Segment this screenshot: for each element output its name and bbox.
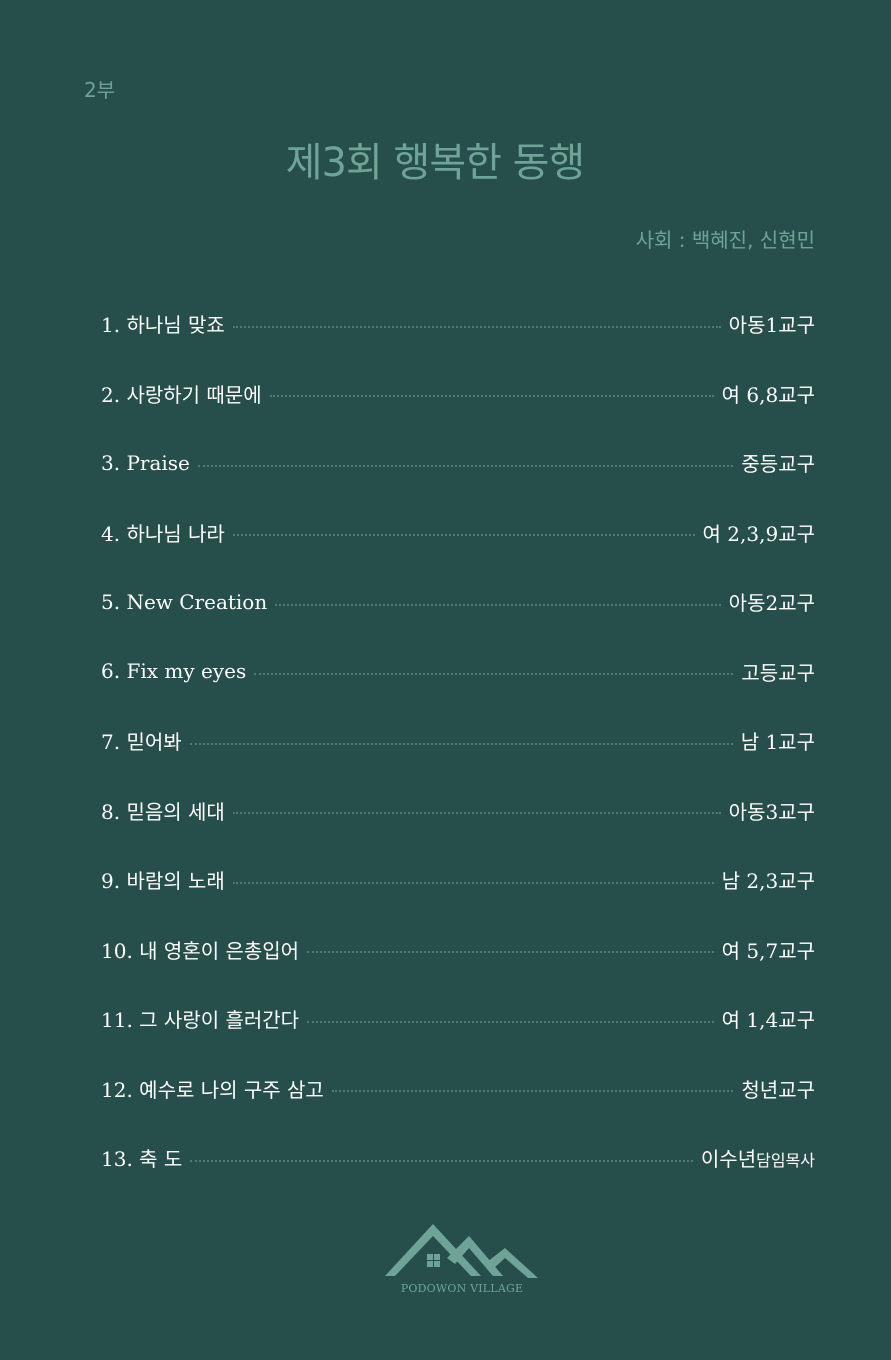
program-item: 3. Praise 중등교구 <box>101 429 815 499</box>
program-item: 1. 하나님 맞죠 아동1교구 <box>101 290 815 360</box>
song-title: 7. 믿어봐 <box>101 730 182 755</box>
song-title: 2. 사랑하기 때문에 <box>101 382 262 407</box>
song-title: 10. 내 영혼이 은총입어 <box>101 938 300 963</box>
dotted-leader <box>331 1090 734 1093</box>
performer-title: 담임목사 <box>756 1151 815 1171</box>
song-title: 13. 축 도 <box>101 1147 183 1172</box>
performer-name: 이수년 <box>700 1147 757 1172</box>
program-item: 7. 믿어봐 남 1교구 <box>101 707 815 777</box>
program-item: 10. 내 영혼이 은총입어 여 5,7교구 <box>101 916 815 986</box>
part-label: 2부 <box>84 78 116 102</box>
song-title: 5. New Creation <box>101 589 268 614</box>
program-item: 12. 예수로 나의 구주 삼고 청년교구 <box>101 1055 815 1125</box>
dotted-leader <box>190 1159 693 1162</box>
program-item: 4. 하나님 나라 여 2,3,9교구 <box>101 499 815 569</box>
page-title: 제3회 행복한 동행 <box>285 140 585 186</box>
dotted-leader <box>197 464 734 467</box>
performer: 남 2,3교구 <box>721 869 815 894</box>
dotted-leader <box>254 673 734 676</box>
performer: 남 1교구 <box>740 730 815 755</box>
dotted-leader <box>275 603 721 606</box>
song-title: 6. Fix my eyes <box>101 659 247 684</box>
dotted-leader <box>307 1020 714 1023</box>
program-item: 13. 축 도 이수년담임목사 <box>101 1124 815 1194</box>
program-list: 1. 하나님 맞죠 아동1교구 2. 사랑하기 때문에 여 6,8교구 3. P… <box>101 290 815 1194</box>
dotted-leader <box>232 534 695 537</box>
song-title: 8. 믿음의 세대 <box>101 799 225 824</box>
song-title: 4. 하나님 나라 <box>101 521 225 546</box>
performer: 아동2교구 <box>728 591 815 616</box>
dotted-leader <box>269 395 714 398</box>
logo-text: PODOWON VILLAGE <box>400 1282 524 1295</box>
performer: 중등교구 <box>741 452 815 477</box>
program-item: 5. New Creation 아동2교구 <box>101 568 815 638</box>
program-item: 6. Fix my eyes 고등교구 <box>101 638 815 708</box>
performer: 여 2,3,9교구 <box>702 521 815 546</box>
dotted-leader <box>307 951 714 954</box>
performer: 여 6,8교구 <box>721 382 815 407</box>
performer: 여 1,4교구 <box>721 1008 815 1033</box>
program-item: 2. 사랑하기 때문에 여 6,8교구 <box>101 360 815 430</box>
dotted-leader <box>232 325 721 328</box>
program-item: 11. 그 사랑이 흘러간다 여 1,4교구 <box>101 985 815 1055</box>
song-title: 11. 그 사랑이 흘러간다 <box>101 1008 300 1033</box>
dotted-leader <box>232 812 721 815</box>
song-title: 12. 예수로 나의 구주 삼고 <box>101 1077 324 1102</box>
dotted-leader <box>189 742 733 745</box>
performer: 여 5,7교구 <box>721 938 815 963</box>
performer: 아동3교구 <box>728 799 815 824</box>
performer: 청년교구 <box>741 1077 815 1102</box>
logo-icon <box>385 1224 538 1278</box>
song-title: 9. 바람의 노래 <box>101 869 225 894</box>
song-title: 3. Praise <box>101 450 190 475</box>
performer: 고등교구 <box>741 660 815 685</box>
program-item: 9. 바람의 노래 남 2,3교구 <box>101 846 815 916</box>
mc-credit: 사회 : 백혜진, 신현민 <box>635 228 815 252</box>
song-title: 1. 하나님 맞죠 <box>101 313 225 338</box>
program-item: 8. 믿음의 세대 아동3교구 <box>101 777 815 847</box>
performer: 이수년담임목사 <box>701 1143 815 1172</box>
performer: 아동1교구 <box>728 313 815 338</box>
dotted-leader <box>232 881 714 884</box>
